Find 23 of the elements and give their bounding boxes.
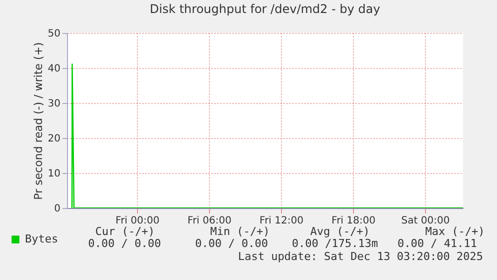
y-tick-label: 40 <box>48 64 60 74</box>
y-tick-label: 0 <box>54 204 60 214</box>
text: Max (-/+) <box>425 225 485 238</box>
y-tick-label: 20 <box>48 134 60 144</box>
x-tick-label: Sat 00:00 <box>401 216 450 226</box>
legend-label: Bytes <box>25 232 58 246</box>
y-tick-label: 10 <box>48 168 60 180</box>
text: Cur (-/+) <box>95 225 155 238</box>
text: Min (-/+) <box>210 225 270 238</box>
text: Last update: Sat Dec 13 03:20:00 2025 <box>238 250 483 263</box>
y-tick-label: 50 <box>48 28 60 40</box>
text: 0.00 / 41.11 <box>398 237 477 250</box>
text: 0.00 /175.13m <box>292 237 378 250</box>
x-tick-label: Fri 00:00 <box>116 216 160 226</box>
x-tick-label: Fri 06:00 <box>188 216 232 226</box>
text: Avg (-/+) <box>310 225 370 238</box>
y-tick-label: 30 <box>48 98 60 110</box>
text: 0.00 / 0.00 <box>88 237 161 250</box>
x-tick-label: Fri 12:00 <box>260 216 304 226</box>
y-axis-title: Pr second read (-) / write (+) <box>32 42 45 200</box>
chart-title: Disk throughput for /dev/md2 - by day <box>150 2 380 16</box>
x-tick-label: Fri 18:00 <box>332 216 376 226</box>
text: 0.00 / 0.00 <box>195 237 268 250</box>
